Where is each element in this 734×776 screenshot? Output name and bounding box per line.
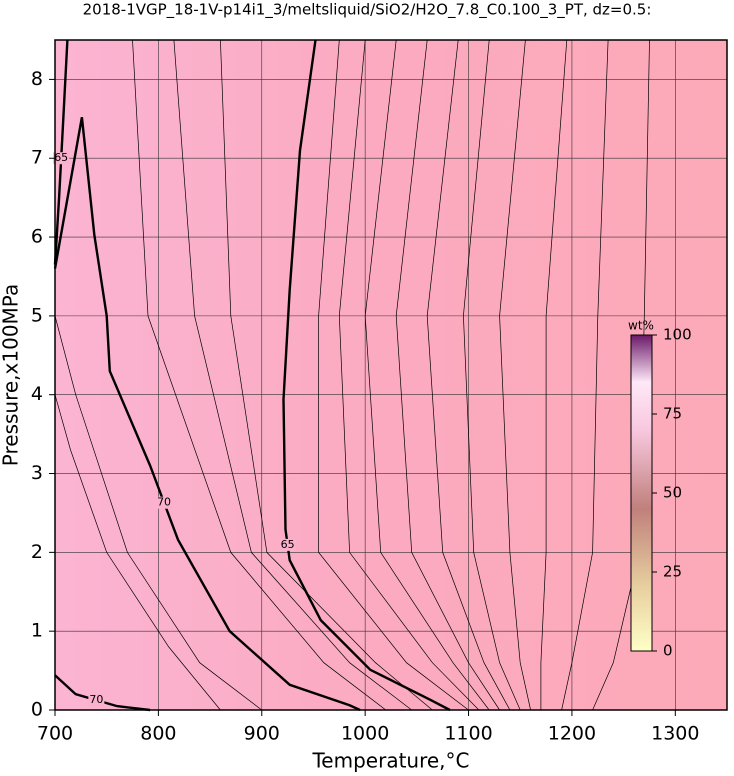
y-tick-label: 2 — [31, 541, 43, 563]
x-tick-label: 1300 — [651, 723, 699, 745]
x-axis-label: Temperature,°C — [311, 749, 469, 773]
contour-label-bg — [53, 152, 70, 165]
contour-line — [318, 39, 469, 711]
colorbar-title: wt% — [628, 319, 654, 333]
contour-line — [463, 39, 521, 711]
contour-line — [54, 315, 263, 711]
contour-label: 70 — [89, 693, 103, 706]
contour-label-bg — [156, 496, 173, 509]
plot-frame — [54, 39, 728, 711]
contour-line — [499, 39, 531, 711]
contour-label: 65 — [281, 538, 295, 551]
colorbar-tick-label: 25 — [663, 563, 682, 581]
y-axis-label: Pressure,x100MPa — [0, 284, 23, 466]
contour-line — [395, 39, 500, 711]
y-tick-label: 3 — [31, 462, 43, 484]
colorbar-tick-label: 75 — [663, 405, 682, 423]
contour-line — [220, 39, 433, 711]
y-tick-label: 6 — [31, 226, 43, 248]
y-tick-label: 8 — [31, 68, 43, 90]
contour-line — [132, 39, 387, 711]
y-tick-label: 1 — [31, 620, 43, 642]
x-tick-label: 800 — [140, 723, 176, 745]
colorbar-tick-label: 0 — [663, 642, 673, 660]
x-tick-label: 1000 — [341, 723, 389, 745]
contour-label: 70 — [157, 496, 171, 509]
contour-line — [426, 39, 511, 711]
contour-label-bg — [88, 694, 105, 707]
contour-line — [338, 39, 480, 711]
contour-line — [561, 39, 609, 711]
x-tick-label: 1100 — [444, 723, 492, 745]
plot-area — [55, 40, 727, 710]
colorbar-tick-label: 50 — [663, 484, 682, 502]
contour-line — [540, 39, 568, 710]
x-tick-label: 900 — [244, 723, 280, 745]
x-tick-label: 700 — [37, 723, 73, 745]
colorbar-tick-label: 100 — [663, 326, 692, 344]
y-tick-label: 4 — [31, 383, 43, 405]
contour-line — [54, 394, 221, 711]
contour-line — [364, 39, 490, 711]
colorbar — [630, 334, 653, 652]
x-tick-label: 1200 — [548, 723, 596, 745]
contour-label-bg — [279, 538, 296, 551]
y-tick-label: 0 — [31, 699, 43, 721]
y-tick-label: 5 — [31, 304, 43, 326]
bold-contour — [53, 116, 361, 712]
y-tick-label: 7 — [31, 147, 43, 169]
chart-title: 2018-1VGP_18-1V-p14i1_3/meltsliquid/SiO2… — [83, 1, 652, 20]
contour-label: 65 — [54, 151, 68, 164]
contour-line — [173, 39, 412, 711]
